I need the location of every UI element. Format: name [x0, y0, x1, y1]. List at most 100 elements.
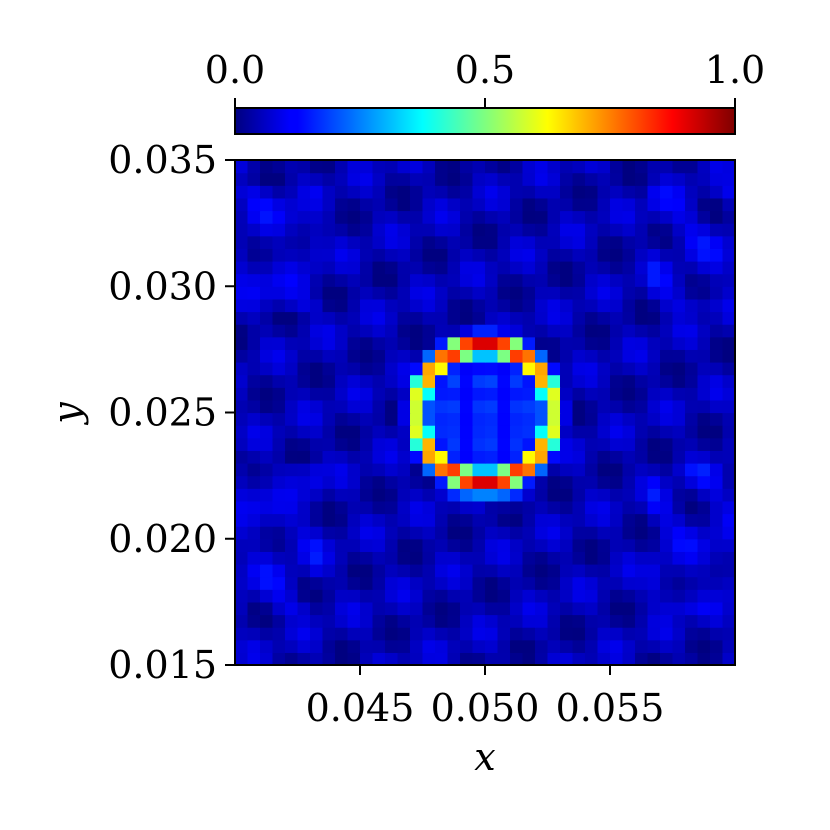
- heatmap-cell: [522, 475, 536, 489]
- heatmap-cell: [410, 450, 424, 464]
- heatmap-cell: [410, 627, 424, 641]
- heatmap-cell: [247, 450, 261, 464]
- heatmap-cell: [235, 601, 249, 616]
- heatmap-cell: [247, 298, 261, 313]
- heatmap-cell: [422, 538, 436, 552]
- heatmap-cell: [710, 589, 724, 603]
- heatmap-cell: [397, 589, 411, 603]
- heatmap-cell: [660, 261, 674, 275]
- heatmap-cell: [685, 601, 699, 616]
- heatmap-cell: [247, 652, 261, 666]
- heatmap-cell: [335, 286, 349, 300]
- heatmap-cell: [397, 576, 411, 590]
- heatmap-cell: [272, 286, 286, 300]
- heatmap-cell: [497, 425, 511, 439]
- heatmap-cell: [597, 589, 611, 603]
- heatmap-cell: [310, 450, 324, 464]
- heatmap-cell: [272, 160, 286, 174]
- heatmap-cell: [397, 298, 411, 313]
- heatmap-cell: [297, 374, 311, 388]
- heatmap-cell: [385, 538, 399, 552]
- heatmap-cell: [310, 374, 324, 388]
- heatmap-cell: [597, 223, 611, 237]
- heatmap-cell: [547, 601, 561, 616]
- heatmap-cell: [697, 362, 711, 376]
- heatmap-cell: [472, 286, 486, 300]
- heatmap-cell: [435, 248, 449, 262]
- heatmap-cell: [447, 336, 461, 350]
- heatmap-cell: [660, 160, 674, 174]
- heatmap-cell: [385, 336, 399, 350]
- heatmap-cell: [647, 336, 661, 350]
- heatmap-cell: [285, 627, 299, 641]
- heatmap-cell: [435, 160, 449, 174]
- heatmap-cell: [347, 399, 361, 414]
- heatmap-cell: [610, 639, 624, 653]
- heatmap-cell: [447, 172, 461, 186]
- heatmap-cell: [597, 210, 611, 224]
- heatmap-cell: [247, 601, 261, 616]
- heatmap-cell: [722, 513, 736, 527]
- heatmap-cell: [547, 513, 561, 527]
- heatmap-cell: [510, 500, 524, 515]
- heatmap-cell: [485, 336, 499, 350]
- heatmap-cell: [710, 324, 724, 338]
- heatmap-cell: [447, 589, 461, 603]
- heatmap-cell: [522, 614, 536, 628]
- heatmap-cell: [622, 210, 636, 224]
- heatmap-cell: [247, 235, 261, 249]
- heatmap-cell: [235, 399, 249, 414]
- heatmap-cell: [547, 639, 561, 653]
- heatmap-cell: [622, 286, 636, 300]
- heatmap-cell: [310, 261, 324, 275]
- heatmap-cell: [672, 412, 686, 426]
- heatmap-cell: [297, 412, 311, 426]
- heatmap-cell: [272, 425, 286, 439]
- heatmap-cell: [560, 185, 574, 199]
- heatmap-cell: [522, 652, 536, 666]
- heatmap-cell: [660, 185, 674, 199]
- heatmap-cell: [597, 324, 611, 338]
- heatmap-cell: [510, 513, 524, 527]
- heatmap-cell: [660, 387, 674, 401]
- heatmap-cell: [485, 185, 499, 199]
- heatmap-cell: [572, 614, 586, 628]
- heatmap-cell: [685, 450, 699, 464]
- heatmap-cell: [722, 324, 736, 338]
- heatmap-cell: [347, 652, 361, 666]
- heatmap-cell: [697, 311, 711, 325]
- heatmap-cell: [610, 172, 624, 186]
- heatmap-cell: [547, 614, 561, 628]
- heatmap-cell: [272, 475, 286, 489]
- heatmap-cell: [622, 437, 636, 451]
- heatmap-cell: [597, 450, 611, 464]
- heatmap-cell: [647, 311, 661, 325]
- heatmap-cell: [372, 450, 386, 464]
- heatmap-cell: [397, 500, 411, 515]
- heatmap-cell: [460, 223, 474, 237]
- heatmap-cell: [722, 336, 736, 350]
- heatmap-cell: [672, 374, 686, 388]
- heatmap-cell: [610, 185, 624, 199]
- heatmap-cell: [535, 538, 549, 552]
- heatmap-cell: [660, 223, 674, 237]
- heatmap-cell: [710, 286, 724, 300]
- heatmap-cell: [372, 160, 386, 174]
- heatmap-cell: [335, 399, 349, 414]
- heatmap-cell: [397, 362, 411, 376]
- heatmap-cell: [635, 374, 649, 388]
- heatmap-cell: [410, 362, 424, 376]
- heatmap-cell: [647, 437, 661, 451]
- heatmap-cell: [560, 500, 574, 515]
- heatmap-cell: [385, 551, 399, 565]
- heatmap-cell: [572, 488, 586, 502]
- heatmap-cell: [322, 576, 336, 590]
- heatmap-cell: [535, 248, 549, 262]
- heatmap-cell: [397, 235, 411, 249]
- heatmap-cell: [547, 324, 561, 338]
- heatmap-cell: [247, 248, 261, 262]
- heatmap-cell: [547, 652, 561, 666]
- heatmap-cell: [722, 652, 736, 666]
- heatmap-cell: [335, 261, 349, 275]
- heatmap-cell: [460, 387, 474, 401]
